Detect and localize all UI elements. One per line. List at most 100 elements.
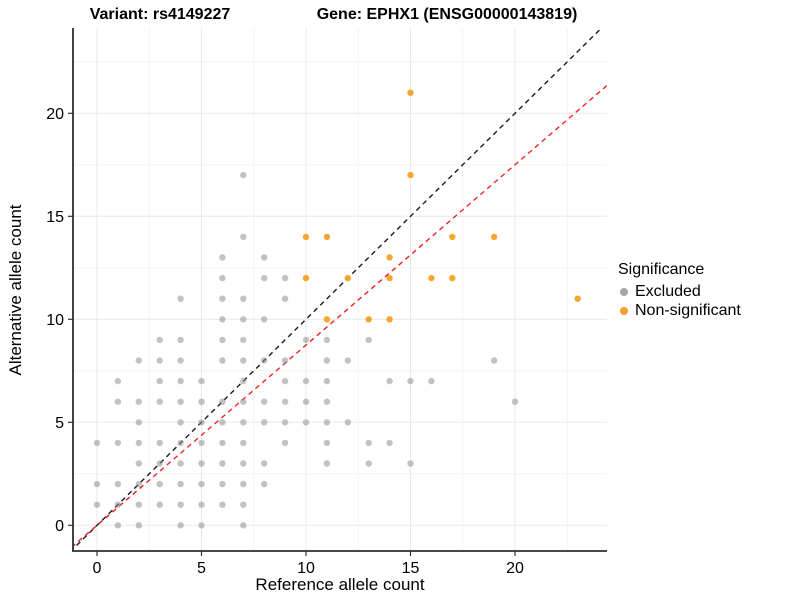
x-tick-label: 5	[197, 560, 206, 577]
data-point-excluded	[261, 398, 268, 405]
data-point-excluded	[261, 480, 268, 488]
data-point-excluded	[219, 357, 226, 364]
data-point-excluded	[261, 254, 268, 261]
excluded-swatch-icon	[620, 287, 628, 296]
data-point-excluded	[281, 295, 289, 302]
data-point-excluded	[281, 398, 289, 405]
data-point-excluded	[156, 480, 163, 488]
data-point-non-significant	[574, 295, 581, 302]
data-point-excluded	[198, 501, 205, 508]
data-point-excluded	[365, 460, 372, 467]
data-point-excluded	[198, 398, 205, 405]
fit-line	[73, 84, 607, 547]
data-point-excluded	[240, 377, 247, 385]
data-point-excluded	[219, 336, 226, 344]
data-point-excluded	[281, 357, 289, 364]
data-point-excluded	[302, 398, 310, 405]
data-point-excluded	[219, 254, 226, 261]
data-point-excluded	[261, 357, 268, 364]
data-point-excluded	[511, 398, 519, 405]
data-point-excluded	[261, 316, 268, 323]
data-point-excluded	[177, 501, 184, 508]
legend-title: Significance	[618, 261, 705, 278]
data-point-excluded	[135, 357, 142, 364]
x-tick-label: 10	[297, 560, 315, 577]
data-point-excluded	[156, 460, 163, 467]
data-point-excluded	[386, 377, 393, 385]
data-point-excluded	[219, 398, 226, 405]
data-point-excluded	[240, 171, 247, 179]
data-point-excluded	[177, 439, 184, 447]
y-tick-label: 0	[55, 518, 64, 535]
data-point-excluded	[114, 398, 122, 405]
data-point-excluded	[428, 377, 435, 385]
x-tick-label: 0	[93, 560, 102, 577]
legend-item-excluded: Excluded	[618, 282, 741, 301]
data-point-excluded	[240, 233, 247, 241]
y-axis-title: Alternative allele count	[6, 204, 25, 376]
data-point-excluded	[177, 377, 184, 385]
data-point-excluded	[177, 357, 184, 364]
data-point-excluded	[240, 480, 247, 488]
legend-item-non-significant: Non-significant	[618, 301, 741, 320]
data-point-excluded	[365, 439, 372, 447]
data-point-excluded	[281, 419, 289, 426]
data-point-excluded	[490, 357, 498, 364]
data-point-non-significant	[365, 316, 372, 323]
data-point-excluded	[240, 398, 247, 405]
data-point-excluded	[240, 439, 247, 447]
data-point-excluded	[114, 439, 122, 447]
data-point-non-significant	[302, 274, 310, 282]
x-tick-label: 20	[506, 560, 524, 577]
data-point-excluded	[219, 439, 226, 447]
data-point-excluded	[219, 460, 226, 467]
data-point-excluded	[261, 460, 268, 467]
data-point-excluded	[198, 439, 205, 447]
x-axis-title: Reference allele count	[255, 575, 425, 594]
data-point-excluded	[281, 439, 289, 447]
data-point-excluded	[177, 398, 184, 405]
data-point-excluded	[135, 522, 142, 529]
data-point-excluded	[219, 480, 226, 488]
data-point-excluded	[156, 439, 163, 447]
legend-item-label: Excluded	[635, 282, 701, 300]
data-point-excluded	[240, 522, 247, 529]
data-point-excluded	[198, 419, 205, 426]
data-point-excluded	[219, 501, 226, 508]
data-point-non-significant	[386, 316, 393, 323]
data-point-excluded	[177, 419, 184, 426]
data-point-excluded	[261, 274, 268, 282]
data-point-excluded	[135, 398, 142, 405]
data-point-excluded	[135, 439, 142, 447]
data-point-non-significant	[428, 274, 435, 282]
data-point-excluded	[219, 295, 226, 302]
data-point-excluded	[135, 460, 142, 467]
data-point-excluded	[93, 439, 101, 447]
data-point-excluded	[240, 419, 247, 426]
data-point-excluded	[323, 419, 331, 426]
data-point-excluded	[365, 336, 372, 344]
data-point-excluded	[281, 274, 289, 282]
data-point-excluded	[177, 336, 184, 344]
legend-item-label: Non-significant	[635, 301, 741, 319]
gene-title: Gene: EPHX1 (ENSG00000143819)	[316, 6, 578, 23]
data-point-excluded	[240, 316, 247, 323]
data-point-excluded	[177, 522, 184, 529]
data-point-non-significant	[386, 254, 393, 261]
data-point-excluded	[219, 419, 226, 426]
data-point-excluded	[198, 480, 205, 488]
data-point-excluded	[156, 336, 163, 344]
data-point-excluded	[156, 398, 163, 405]
data-point-excluded	[281, 377, 289, 385]
y-tick-label: 20	[46, 106, 64, 123]
data-point-excluded	[344, 419, 351, 426]
data-point-non-significant	[407, 171, 414, 179]
data-point-excluded	[323, 439, 331, 447]
data-point-excluded	[156, 377, 163, 385]
y-tick-label: 10	[46, 312, 64, 329]
data-point-excluded	[177, 295, 184, 302]
data-point-non-significant	[449, 233, 456, 241]
data-point-non-significant	[386, 274, 393, 282]
x-tick-label: 15	[402, 560, 420, 577]
